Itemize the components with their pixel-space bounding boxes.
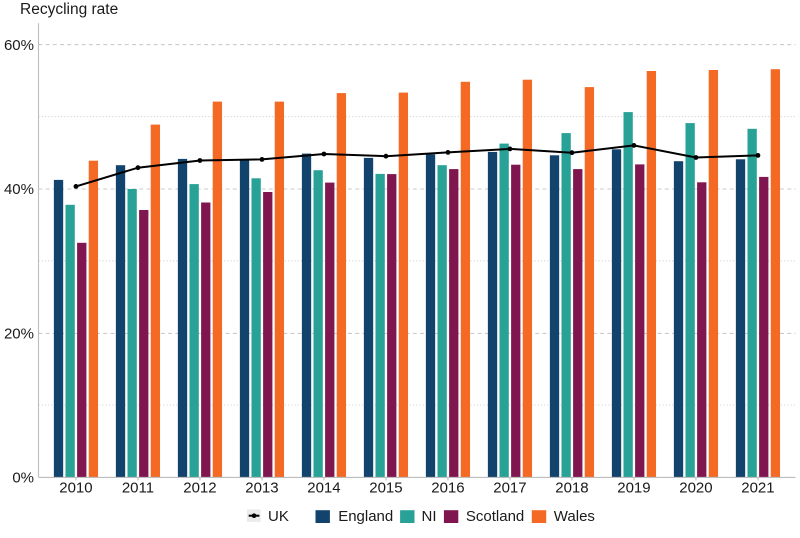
- svg-text:2013: 2013: [245, 479, 278, 496]
- svg-text:0%: 0%: [12, 470, 34, 487]
- svg-text:2011: 2011: [122, 479, 154, 496]
- svg-text:2014: 2014: [307, 479, 340, 496]
- svg-text:2010: 2010: [59, 479, 92, 496]
- svg-text:2012: 2012: [183, 479, 216, 496]
- svg-text:2020: 2020: [679, 479, 712, 496]
- svg-text:60%: 60%: [4, 37, 34, 54]
- svg-text:2016: 2016: [431, 479, 464, 496]
- svg-text:40%: 40%: [4, 181, 34, 198]
- svg-text:UK: UK: [268, 508, 289, 525]
- svg-text:Wales: Wales: [554, 508, 595, 525]
- svg-text:2015: 2015: [369, 479, 402, 496]
- svg-text:England: England: [338, 508, 393, 525]
- svg-text:NI: NI: [422, 508, 437, 525]
- svg-text:Scotland: Scotland: [466, 508, 524, 525]
- svg-text:20%: 20%: [4, 326, 34, 343]
- svg-text:2017: 2017: [493, 479, 526, 496]
- svg-text:2018: 2018: [555, 479, 588, 496]
- svg-text:2019: 2019: [617, 479, 650, 496]
- svg-text:2021: 2021: [741, 479, 774, 496]
- svg-text:Recycling rate: Recycling rate: [20, 1, 118, 18]
